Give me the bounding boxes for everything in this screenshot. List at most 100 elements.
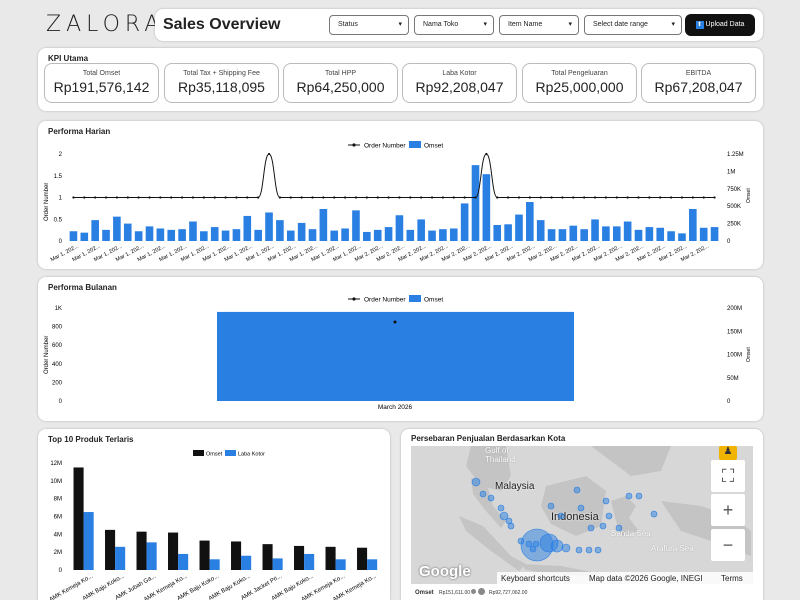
- y2-tick-label: 200M: [727, 306, 742, 312]
- omset-bar: [254, 229, 262, 241]
- fullscreen-icon[interactable]: ⛶: [711, 460, 745, 492]
- order-point: [159, 196, 162, 199]
- kpi-value: Rp35,118,095: [178, 79, 265, 95]
- city-bubble: [602, 497, 610, 505]
- order-point: [104, 196, 108, 199]
- order-point: [409, 196, 412, 199]
- chevron-down-icon: ▾: [398, 21, 402, 28]
- zoom-in-icon[interactable]: +: [711, 494, 745, 526]
- omset-bar: [428, 230, 436, 241]
- kpi-total-tax-shipping: Total Tax + Shipping Fee Rp35,118,095: [164, 63, 279, 103]
- pegman-icon[interactable]: ♟: [719, 446, 737, 460]
- omset-bar: [136, 531, 147, 570]
- omset-bar: [178, 229, 186, 241]
- city-bubble: [507, 522, 515, 530]
- daily-performance-panel: Performa Harian Order Number Omset Order…: [38, 121, 763, 269]
- filter-status[interactable]: Status ▾: [329, 15, 409, 35]
- order-point: [496, 196, 499, 199]
- laba-kotor-bar: [367, 559, 378, 570]
- order-number-line: [73, 153, 715, 198]
- filter-nama-toko[interactable]: Nama Toko ▾: [414, 15, 494, 35]
- omset-bar: [536, 220, 545, 241]
- omset-bar: [276, 220, 284, 241]
- order-point: [72, 196, 75, 199]
- laba-kotor-bar: [272, 558, 283, 570]
- city-bubble: [599, 522, 607, 530]
- filter-item-name[interactable]: Item Name ▾: [499, 15, 579, 35]
- order-point: [398, 196, 401, 199]
- omset-bar: [471, 165, 480, 241]
- legend-large-circle: [478, 588, 485, 595]
- y-tick-label: 1K: [55, 306, 62, 312]
- city-bubble: [557, 512, 565, 520]
- laba-kotor-bar: [178, 553, 189, 570]
- order-point: [224, 196, 227, 199]
- laba-kotor-bar: [83, 512, 94, 570]
- y2-tick-label: 0: [727, 399, 731, 405]
- order-point: [637, 196, 640, 199]
- map-legend-label: Omset: [415, 590, 434, 596]
- zoom-out-icon[interactable]: −: [711, 529, 745, 561]
- omset-bar: [69, 231, 78, 241]
- legend-omset: Omset: [424, 143, 443, 150]
- order-point: [702, 196, 705, 199]
- order-point: [300, 196, 303, 199]
- omset-bar: [547, 229, 556, 241]
- city-bubble: [471, 477, 481, 487]
- order-point: [430, 196, 434, 199]
- top10-title: Top 10 Produk Terlaris: [48, 435, 134, 444]
- omset-bar: [330, 230, 339, 241]
- y-tick-label: 600: [52, 343, 63, 349]
- terms-link[interactable]: Terms: [721, 574, 743, 583]
- omset-bar: [439, 229, 447, 241]
- order-point: [441, 196, 444, 199]
- date-range-picker[interactable]: Select date range ▾: [584, 15, 682, 35]
- order-point: [670, 196, 673, 199]
- omset-bar: [449, 228, 458, 241]
- daily-chart: Order Number Omset Order Number Omset 0 0…: [44, 141, 752, 263]
- kpi-ebitda: EBITDA Rp67,208,047: [641, 63, 756, 103]
- city-bubble: [497, 504, 505, 512]
- kpi-label: Total Omset: [82, 70, 121, 77]
- order-point: [322, 196, 325, 199]
- city-bubble: [577, 504, 585, 512]
- sales-map[interactable]: Gulf of Thailand Malaysia Indonesia Band…: [411, 446, 753, 584]
- laba-kotor-bar: [146, 542, 157, 570]
- y2-tick-label: 100M: [727, 353, 742, 359]
- monthly-performance-panel: Performa Bulanan Order Number Omset Orde…: [38, 277, 763, 421]
- omset-bar: [123, 223, 132, 241]
- y-tick-label: 400: [52, 362, 63, 368]
- city-bubble: [605, 512, 613, 520]
- map-attribution: Keyboard shortcuts Map data ©2026 Google…: [497, 572, 753, 584]
- omset-bar: [656, 227, 665, 241]
- kpi-label: Total Tax + Shipping Fee: [183, 70, 260, 77]
- map-label-banda-sea: Banda Sea: [611, 529, 651, 538]
- omset-bar: [515, 214, 523, 241]
- omset-bar: [243, 215, 252, 241]
- upload-data-button[interactable]: ⬆ Upload Data: [685, 14, 755, 36]
- omset-bar: [265, 212, 273, 241]
- map-label-arafura-sea: Arafura Sea: [651, 544, 694, 553]
- header-bar: Sales Overview Status ▾ Nama Toko ▾ Item…: [155, 9, 763, 41]
- filter-status-label: Status: [338, 21, 358, 28]
- kpi-value: Rp92,208,047: [415, 79, 504, 95]
- monthly-legend: Order Number Omset: [348, 295, 443, 304]
- omset-bar: [689, 208, 697, 241]
- kpi-total-hpp: Total HPP Rp64,250,000: [283, 63, 398, 103]
- kpi-panel: KPI Utama Total Omset Rp191,576,142 Tota…: [38, 48, 763, 111]
- omset-bar: [395, 215, 404, 241]
- order-point: [148, 196, 151, 199]
- city-bubble: [499, 511, 509, 521]
- omset-bar: [113, 216, 121, 241]
- y-tick-label: 0.5: [54, 217, 63, 223]
- keyboard-shortcuts-link[interactable]: Keyboard shortcuts: [501, 574, 570, 583]
- omset-bar: [417, 219, 425, 241]
- order-point: [507, 196, 510, 199]
- omset-bar: [526, 202, 534, 241]
- daily-ylabel-right: Omset: [746, 188, 752, 203]
- legend-small-circle: [471, 589, 476, 594]
- omset-bar: [460, 203, 469, 241]
- city-bubble: [635, 492, 643, 500]
- monthly-category-label: March 2026: [378, 404, 413, 411]
